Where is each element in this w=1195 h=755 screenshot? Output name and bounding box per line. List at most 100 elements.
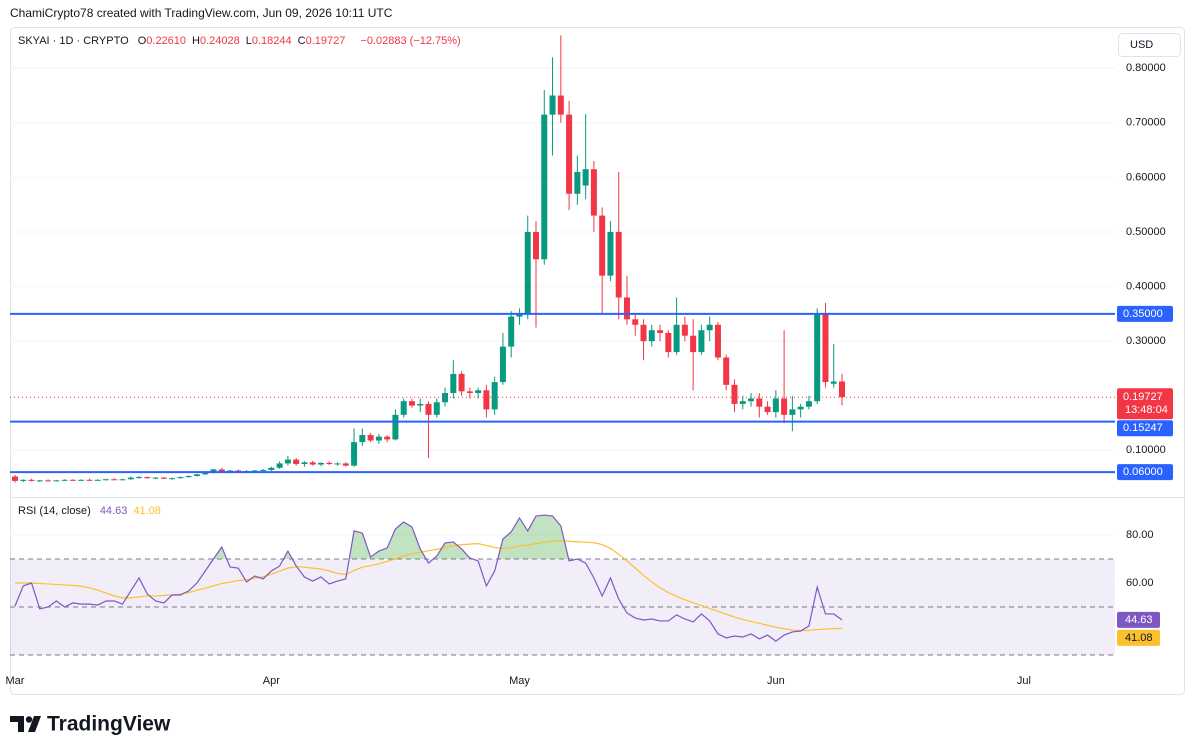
logo-shape bbox=[10, 716, 24, 732]
candle-body bbox=[301, 462, 308, 464]
candle-body bbox=[640, 324, 647, 342]
candle-body bbox=[309, 462, 316, 465]
price-legend: SKYAI · 1D · CRYPTO O0.22610 H0.24028 L0.1… bbox=[18, 35, 467, 47]
candle-body bbox=[218, 469, 225, 472]
rsi-title: RSI (14, close) bbox=[18, 505, 91, 517]
ohlc-item: L0.18244 bbox=[246, 35, 292, 47]
candle-body bbox=[36, 480, 43, 482]
candle-body bbox=[169, 478, 176, 480]
ohlc-value: 0.24028 bbox=[199, 35, 240, 47]
candle-body bbox=[400, 401, 407, 415]
rsi-legend-value: 41.08 bbox=[133, 505, 161, 517]
candle-body bbox=[657, 330, 664, 333]
candle-body bbox=[425, 403, 432, 415]
ohlc-key: H bbox=[192, 35, 200, 47]
candle-body bbox=[533, 231, 540, 260]
ohlc-key: O bbox=[137, 35, 147, 47]
candle-body bbox=[789, 409, 796, 415]
y-tick-label: 0.70000 bbox=[1126, 117, 1166, 129]
candle-body bbox=[102, 479, 109, 481]
ohlc-item: O0.22610 bbox=[138, 35, 186, 47]
candle-body bbox=[748, 398, 755, 402]
rsi-lines bbox=[14, 514, 843, 642]
candle-body bbox=[127, 477, 134, 480]
rsi-value-label: 41.08 bbox=[1125, 632, 1153, 644]
candle-body bbox=[210, 469, 217, 473]
attribution: ChamiCrypto78 created with TradingView.c… bbox=[10, 6, 393, 20]
candle-body bbox=[665, 332, 672, 353]
logo-icon bbox=[10, 716, 41, 732]
candle-body bbox=[351, 442, 358, 466]
y-tick-label: 0.50000 bbox=[1126, 226, 1166, 238]
candles bbox=[12, 35, 845, 483]
y-tick-label: 0.80000 bbox=[1126, 62, 1166, 74]
ohlc-item: C0.19727 bbox=[298, 35, 346, 47]
candle-body bbox=[797, 406, 804, 410]
candle-body bbox=[499, 346, 506, 383]
candle-body bbox=[590, 169, 597, 216]
grid-layer bbox=[10, 67, 1115, 656]
ohlc-legend: O0.22610 H0.24028 L0.18244 C0.19727 bbox=[138, 35, 352, 47]
symbol: SKYAI · 1D · CRYPTO bbox=[18, 35, 129, 47]
candle-body bbox=[53, 480, 60, 482]
level-label: 0.15247 bbox=[1123, 422, 1163, 434]
candle-body bbox=[599, 215, 606, 276]
candle-body bbox=[566, 114, 573, 194]
candle-body bbox=[78, 479, 85, 481]
candle-body bbox=[61, 479, 68, 481]
chart-frame bbox=[10, 27, 1185, 695]
y-tick-label: 0.40000 bbox=[1126, 280, 1166, 292]
y-tick-label: 0.10000 bbox=[1126, 444, 1166, 456]
candle-body bbox=[317, 462, 324, 465]
level-label: 0.06000 bbox=[1123, 466, 1163, 478]
candle-body bbox=[508, 316, 515, 347]
x-tick-label: Mar bbox=[6, 675, 25, 687]
candle-body bbox=[607, 231, 614, 276]
candle-body bbox=[227, 470, 234, 472]
candle-body bbox=[714, 324, 721, 358]
candle-body bbox=[69, 479, 76, 481]
candle-body bbox=[442, 393, 449, 403]
candle-body bbox=[177, 477, 184, 479]
last-price-label: 0.19727 bbox=[1123, 391, 1163, 403]
candle-body bbox=[615, 231, 622, 298]
candle-body bbox=[541, 114, 548, 260]
candle-body bbox=[574, 171, 581, 194]
candle-body bbox=[450, 373, 457, 394]
candle-body bbox=[524, 231, 531, 314]
candle-body bbox=[260, 469, 267, 471]
candle-body bbox=[202, 472, 209, 475]
rsi-line bbox=[14, 514, 843, 642]
candle-body bbox=[136, 477, 143, 479]
candle-body bbox=[86, 479, 93, 481]
candle-body bbox=[45, 480, 52, 482]
candle-body bbox=[805, 401, 812, 407]
candle-body bbox=[12, 476, 18, 481]
candle-body bbox=[466, 391, 473, 394]
candle-body bbox=[359, 435, 366, 443]
x-tick-label: Apr bbox=[263, 675, 280, 687]
candle-body bbox=[673, 324, 680, 353]
x-tick-label: May bbox=[509, 675, 530, 687]
last-price-box bbox=[1117, 388, 1173, 420]
candle-body bbox=[111, 479, 118, 481]
candle-body bbox=[193, 474, 200, 476]
candle-body bbox=[392, 414, 399, 440]
level-label-box bbox=[1117, 305, 1173, 322]
ohlc-value: 0.18244 bbox=[251, 35, 292, 47]
candle-body bbox=[706, 324, 713, 331]
candle-body bbox=[681, 324, 688, 336]
axis-layer: 0.10000 0.30000 0.40000 0.50000 0.60000 0.700… bbox=[6, 62, 1173, 687]
rsi-value-label: 44.63 bbox=[1125, 614, 1153, 626]
candle-body bbox=[326, 462, 333, 464]
candle-body bbox=[648, 330, 655, 342]
rsi-legend: RSI (14, close) 44.63 41.08 bbox=[18, 505, 167, 517]
candle-body bbox=[756, 398, 763, 407]
candle-body bbox=[334, 463, 341, 465]
candle-body bbox=[739, 401, 746, 404]
candle-body bbox=[839, 381, 845, 398]
candle-body bbox=[20, 479, 27, 481]
change: −0.02883 (−12.75%) bbox=[360, 35, 461, 47]
